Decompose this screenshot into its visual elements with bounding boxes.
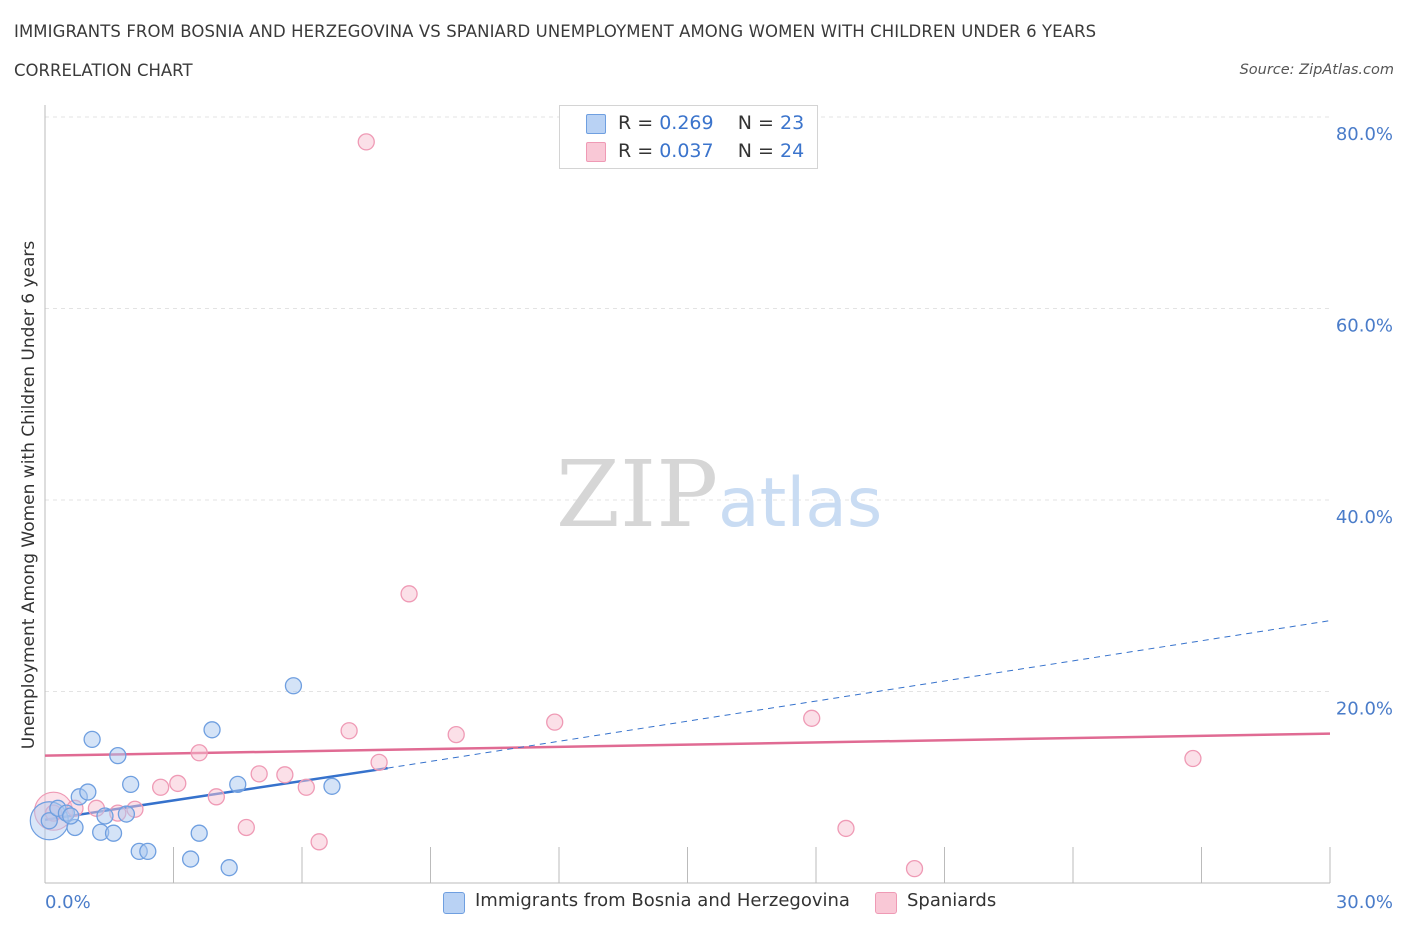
bosnia-point: [190, 824, 208, 842]
spaniards-point: [370, 753, 388, 772]
bosnia-point: [40, 812, 58, 830]
legend-n-value-spaniards: 24: [780, 140, 805, 162]
bosnia-point: [62, 807, 80, 825]
bottom-legend-swatch-spaniards: [875, 892, 897, 914]
data-points: [29, 133, 1202, 878]
x-tick-label-max: 30.0%: [1336, 892, 1393, 913]
gridlines: [45, 116, 1330, 692]
source-attribution: Source: ZipAtlas.com: [1239, 62, 1394, 78]
y-axis-label: Unemployment Among Women with Children U…: [19, 241, 39, 750]
bosnia-point: [284, 677, 303, 695]
spaniards-point: [905, 859, 924, 878]
bosnia-point: [323, 777, 341, 795]
spaniards-point: [297, 778, 315, 796]
bosnia-point: [117, 805, 136, 823]
legend-text-bosnia: R = 0.269 N = 23: [618, 112, 804, 134]
bosnia-point: [104, 824, 123, 842]
legend-swatch-bosnia: [586, 114, 606, 134]
spaniards-point: [400, 585, 418, 603]
spaniards-point: [803, 709, 821, 727]
bottom-legend-label-spaniards: Spaniards: [907, 890, 997, 911]
bosnia-point: [122, 775, 140, 794]
spaniards-point: [357, 133, 375, 151]
bottom-legend-swatch-bosnia: [443, 892, 465, 914]
spaniards-point: [169, 774, 187, 793]
trend-line-bosnia-extrapolated: [387, 620, 1331, 769]
bosnia-point: [96, 807, 114, 825]
bosnia-point: [220, 859, 238, 877]
legend-n-label: N =: [737, 140, 774, 162]
spaniards-point: [310, 833, 328, 851]
legend-text-spaniards: R = 0.037 N = 24: [618, 140, 804, 162]
x-axis-ticks: 0.0% 30.0%: [44, 847, 1393, 913]
bosnia-point: [181, 850, 200, 868]
legend-n-label: N =: [737, 112, 774, 134]
bottom-legend-label-bosnia: Immigrants from Bosnia and Herzegovina: [475, 890, 850, 911]
spaniards-point: [340, 722, 358, 740]
spaniards-point: [151, 778, 170, 796]
bosnia-point: [83, 730, 101, 749]
spaniards-point: [250, 765, 268, 783]
bosnia-point: [109, 747, 127, 765]
y-tick-label: 20.0%: [1336, 699, 1393, 720]
stats-legend: R = 0.269 N = 23 R = 0.037 N = 24: [559, 105, 818, 169]
y-tick-label: 60.0%: [1336, 316, 1393, 337]
bosnia-point: [79, 783, 97, 801]
legend-r-value-spaniards: 0.037: [659, 140, 714, 162]
spaniards-point: [276, 766, 294, 784]
chart-subtitle: CORRELATION CHART: [14, 61, 193, 80]
watermark-atlas: atlas: [718, 464, 882, 543]
spaniards-point: [1184, 749, 1202, 768]
legend-r-label: R =: [618, 140, 654, 162]
spaniards-point: [237, 818, 255, 837]
trend-line-spaniards: [44, 732, 1331, 757]
legend-r-value-bosnia: 0.269: [659, 112, 714, 134]
legend-n-value-bosnia: 23: [780, 112, 805, 134]
spaniards-point: [447, 725, 465, 744]
y-tick-label: 80.0%: [1336, 124, 1393, 145]
spaniards-point: [837, 819, 855, 838]
watermark-zip: ZIP: [556, 441, 718, 548]
x-tick-label-min: 0.0%: [45, 892, 91, 913]
chart-title: IMMIGRANTS FROM BOSNIA AND HERZEGOVINA V…: [14, 22, 1097, 41]
spaniards-point: [190, 744, 208, 762]
watermark: ZIP atlas: [556, 441, 882, 548]
legend-swatch-spaniards: [586, 142, 606, 162]
y-tick-label: 40.0%: [1336, 507, 1393, 528]
bosnia-point: [139, 842, 157, 861]
spaniards-point: [546, 713, 564, 731]
bosnia-point: [229, 775, 247, 794]
legend-r-label: R =: [618, 112, 654, 134]
bosnia-point: [203, 721, 221, 739]
spaniards-point: [207, 788, 225, 806]
y-axis-ticks: 20.0% 40.0% 60.0% 80.0%: [1336, 124, 1393, 720]
